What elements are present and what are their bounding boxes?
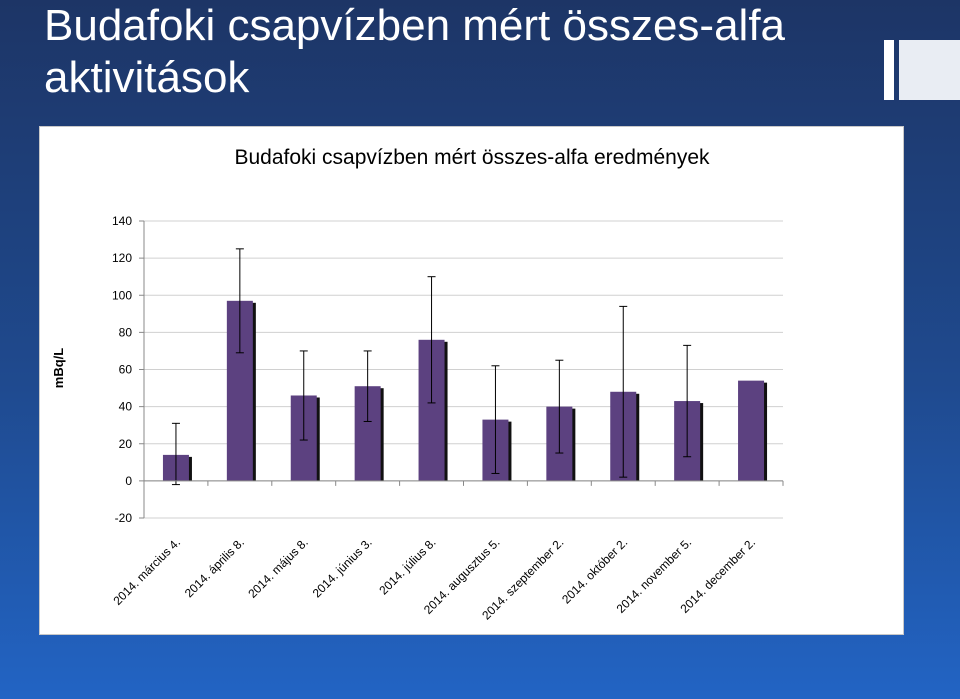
- chart-container: Budafoki csapvízben mért összes-alfa ere…: [39, 126, 904, 635]
- x-tick-label: 2014. július 8.: [376, 535, 438, 597]
- x-tick-label: 2014. június 3.: [310, 535, 375, 600]
- y-tick-label: 60: [119, 363, 133, 377]
- x-tick-label: 2014. október 2.: [559, 535, 630, 606]
- bar-chart: Budafoki csapvízben mért összes-alfa ere…: [51, 146, 784, 622]
- y-axis-label: mBq/L: [51, 348, 66, 389]
- x-tick-label: 2014. április 8.: [182, 535, 247, 600]
- x-tick-label: 2014. március 4.: [110, 535, 183, 608]
- chart-title: Budafoki csapvízben mért összes-alfa ere…: [234, 146, 710, 169]
- y-tick-label: 20: [119, 437, 133, 451]
- y-tick-label: -20: [115, 511, 133, 525]
- x-tick-label: 2014. május 8.: [245, 535, 311, 601]
- y-tick-label: 0: [125, 474, 132, 488]
- bar: [738, 380, 765, 481]
- y-tick-label: 80: [119, 325, 133, 339]
- slide-title: Budafoki csapvízben mért összes-alfa akt…: [44, 1, 786, 102]
- y-tick-label: 100: [112, 288, 132, 302]
- y-tick-label: 120: [112, 251, 132, 265]
- y-tick-label: 40: [119, 400, 133, 414]
- y-tick-label: 140: [112, 214, 132, 228]
